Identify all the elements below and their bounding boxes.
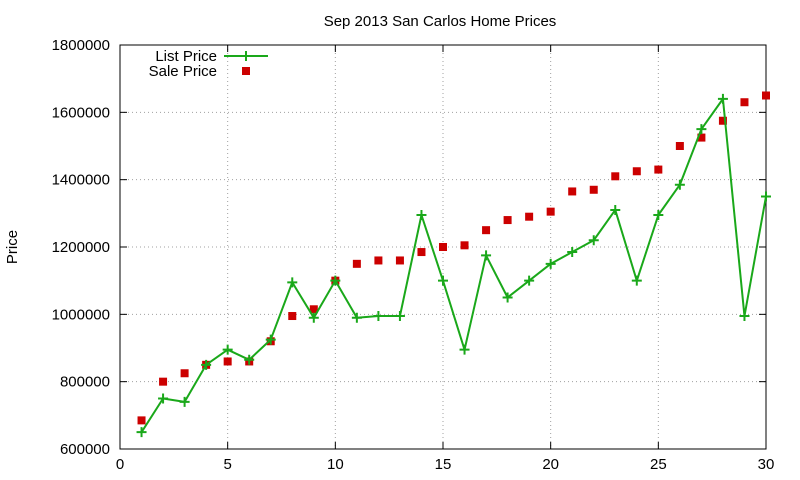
sale-price-point [762, 91, 770, 100]
sale-price-point [482, 226, 491, 235]
legend-label-sale-price: Sale Price [149, 63, 217, 80]
list-price-point [588, 235, 599, 246]
list-price-point [524, 275, 535, 286]
list-price-point [545, 258, 556, 269]
list-price-point [330, 275, 341, 286]
y-tick-labels: 600000 800000 1000000 1200000 1400000 1600000… [52, 37, 110, 458]
y-tick-label: 1800000 [52, 37, 110, 54]
sale-price-point [503, 216, 512, 225]
list-price-point [438, 275, 448, 286]
list-price-point [179, 396, 190, 407]
list-price-point [481, 250, 492, 261]
sale-price-point [718, 116, 727, 125]
list-price-point [567, 247, 578, 258]
y-tick-label: 1600000 [52, 104, 110, 121]
list-price-point [610, 204, 621, 215]
sale-price-point [632, 167, 641, 176]
sale-price-point [417, 248, 426, 257]
list-price-point [265, 334, 276, 345]
sale-price-point [180, 369, 189, 378]
sale-price-point [395, 256, 404, 265]
list-price-point [674, 179, 685, 190]
sale-price-point [589, 185, 598, 194]
y-tick-label: 1000000 [52, 306, 110, 323]
sale-price-point [223, 357, 232, 366]
y-tick-label: 600000 [60, 441, 110, 458]
y-axis-label: Price [4, 230, 21, 264]
list-price-point [136, 427, 147, 438]
x-tick-label: 10 [327, 456, 344, 473]
x-tick-label: 20 [542, 456, 559, 473]
list-price-point [201, 359, 212, 370]
list-price-point [158, 393, 169, 404]
x-tick-label: 25 [650, 456, 667, 473]
list-price-point [739, 311, 750, 322]
y-tick-label: 1200000 [52, 239, 110, 256]
x-tick-label: 5 [223, 456, 231, 473]
list-price-point [373, 311, 384, 322]
sale-price-point [309, 305, 318, 314]
list-price-point [287, 277, 298, 288]
x-tick-labels: 0 5 10 15 20 25 30 [116, 456, 775, 473]
sale-price-point [137, 416, 146, 425]
list-price-point [653, 210, 664, 221]
series-list-price [136, 93, 771, 438]
list-price-point [308, 312, 319, 323]
sale-price-point [675, 142, 684, 150]
sale-price-point [654, 165, 663, 174]
list-price-point [351, 312, 362, 323]
sale-price-point [697, 133, 706, 142]
list-price-point [761, 191, 771, 202]
list-price-point [416, 210, 427, 221]
sale-price-point [546, 207, 555, 216]
y-tick-label: 800000 [60, 374, 110, 391]
sale-price-point [439, 243, 447, 251]
sale-price-point [374, 256, 383, 265]
legend-marker-list-price [241, 51, 251, 61]
gridlines [120, 45, 766, 449]
series-sale-price [137, 91, 770, 425]
sale-price-point [460, 241, 469, 250]
y-tick-label: 1400000 [52, 172, 110, 189]
chart-title: Sep 2013 San Carlos Home Prices [324, 13, 557, 30]
list-price-point [631, 275, 642, 286]
x-tick-label: 0 [116, 456, 124, 473]
list-price-point [717, 93, 728, 104]
series-layer [136, 91, 771, 438]
axis-ticks [119, 44, 767, 450]
list-price-point [244, 354, 255, 365]
legend-marker-sale-price [242, 67, 250, 75]
sale-price-point [611, 172, 620, 181]
list-price-point [222, 344, 233, 355]
list-price-point [502, 292, 513, 303]
x-tick-label: 30 [758, 456, 775, 473]
list-price-line [140, 97, 767, 433]
sale-price-point [525, 212, 534, 221]
sale-price-point [159, 377, 168, 386]
sale-price-point [352, 259, 361, 268]
list-price-point [696, 124, 707, 135]
x-tick-label: 15 [435, 456, 452, 473]
sale-price-point [288, 312, 297, 321]
sale-price-point [740, 98, 749, 107]
list-price-point [459, 344, 470, 355]
list-price-point [394, 311, 405, 322]
legend-label-list-price: List Price [155, 48, 217, 65]
sale-price-point [568, 187, 577, 196]
